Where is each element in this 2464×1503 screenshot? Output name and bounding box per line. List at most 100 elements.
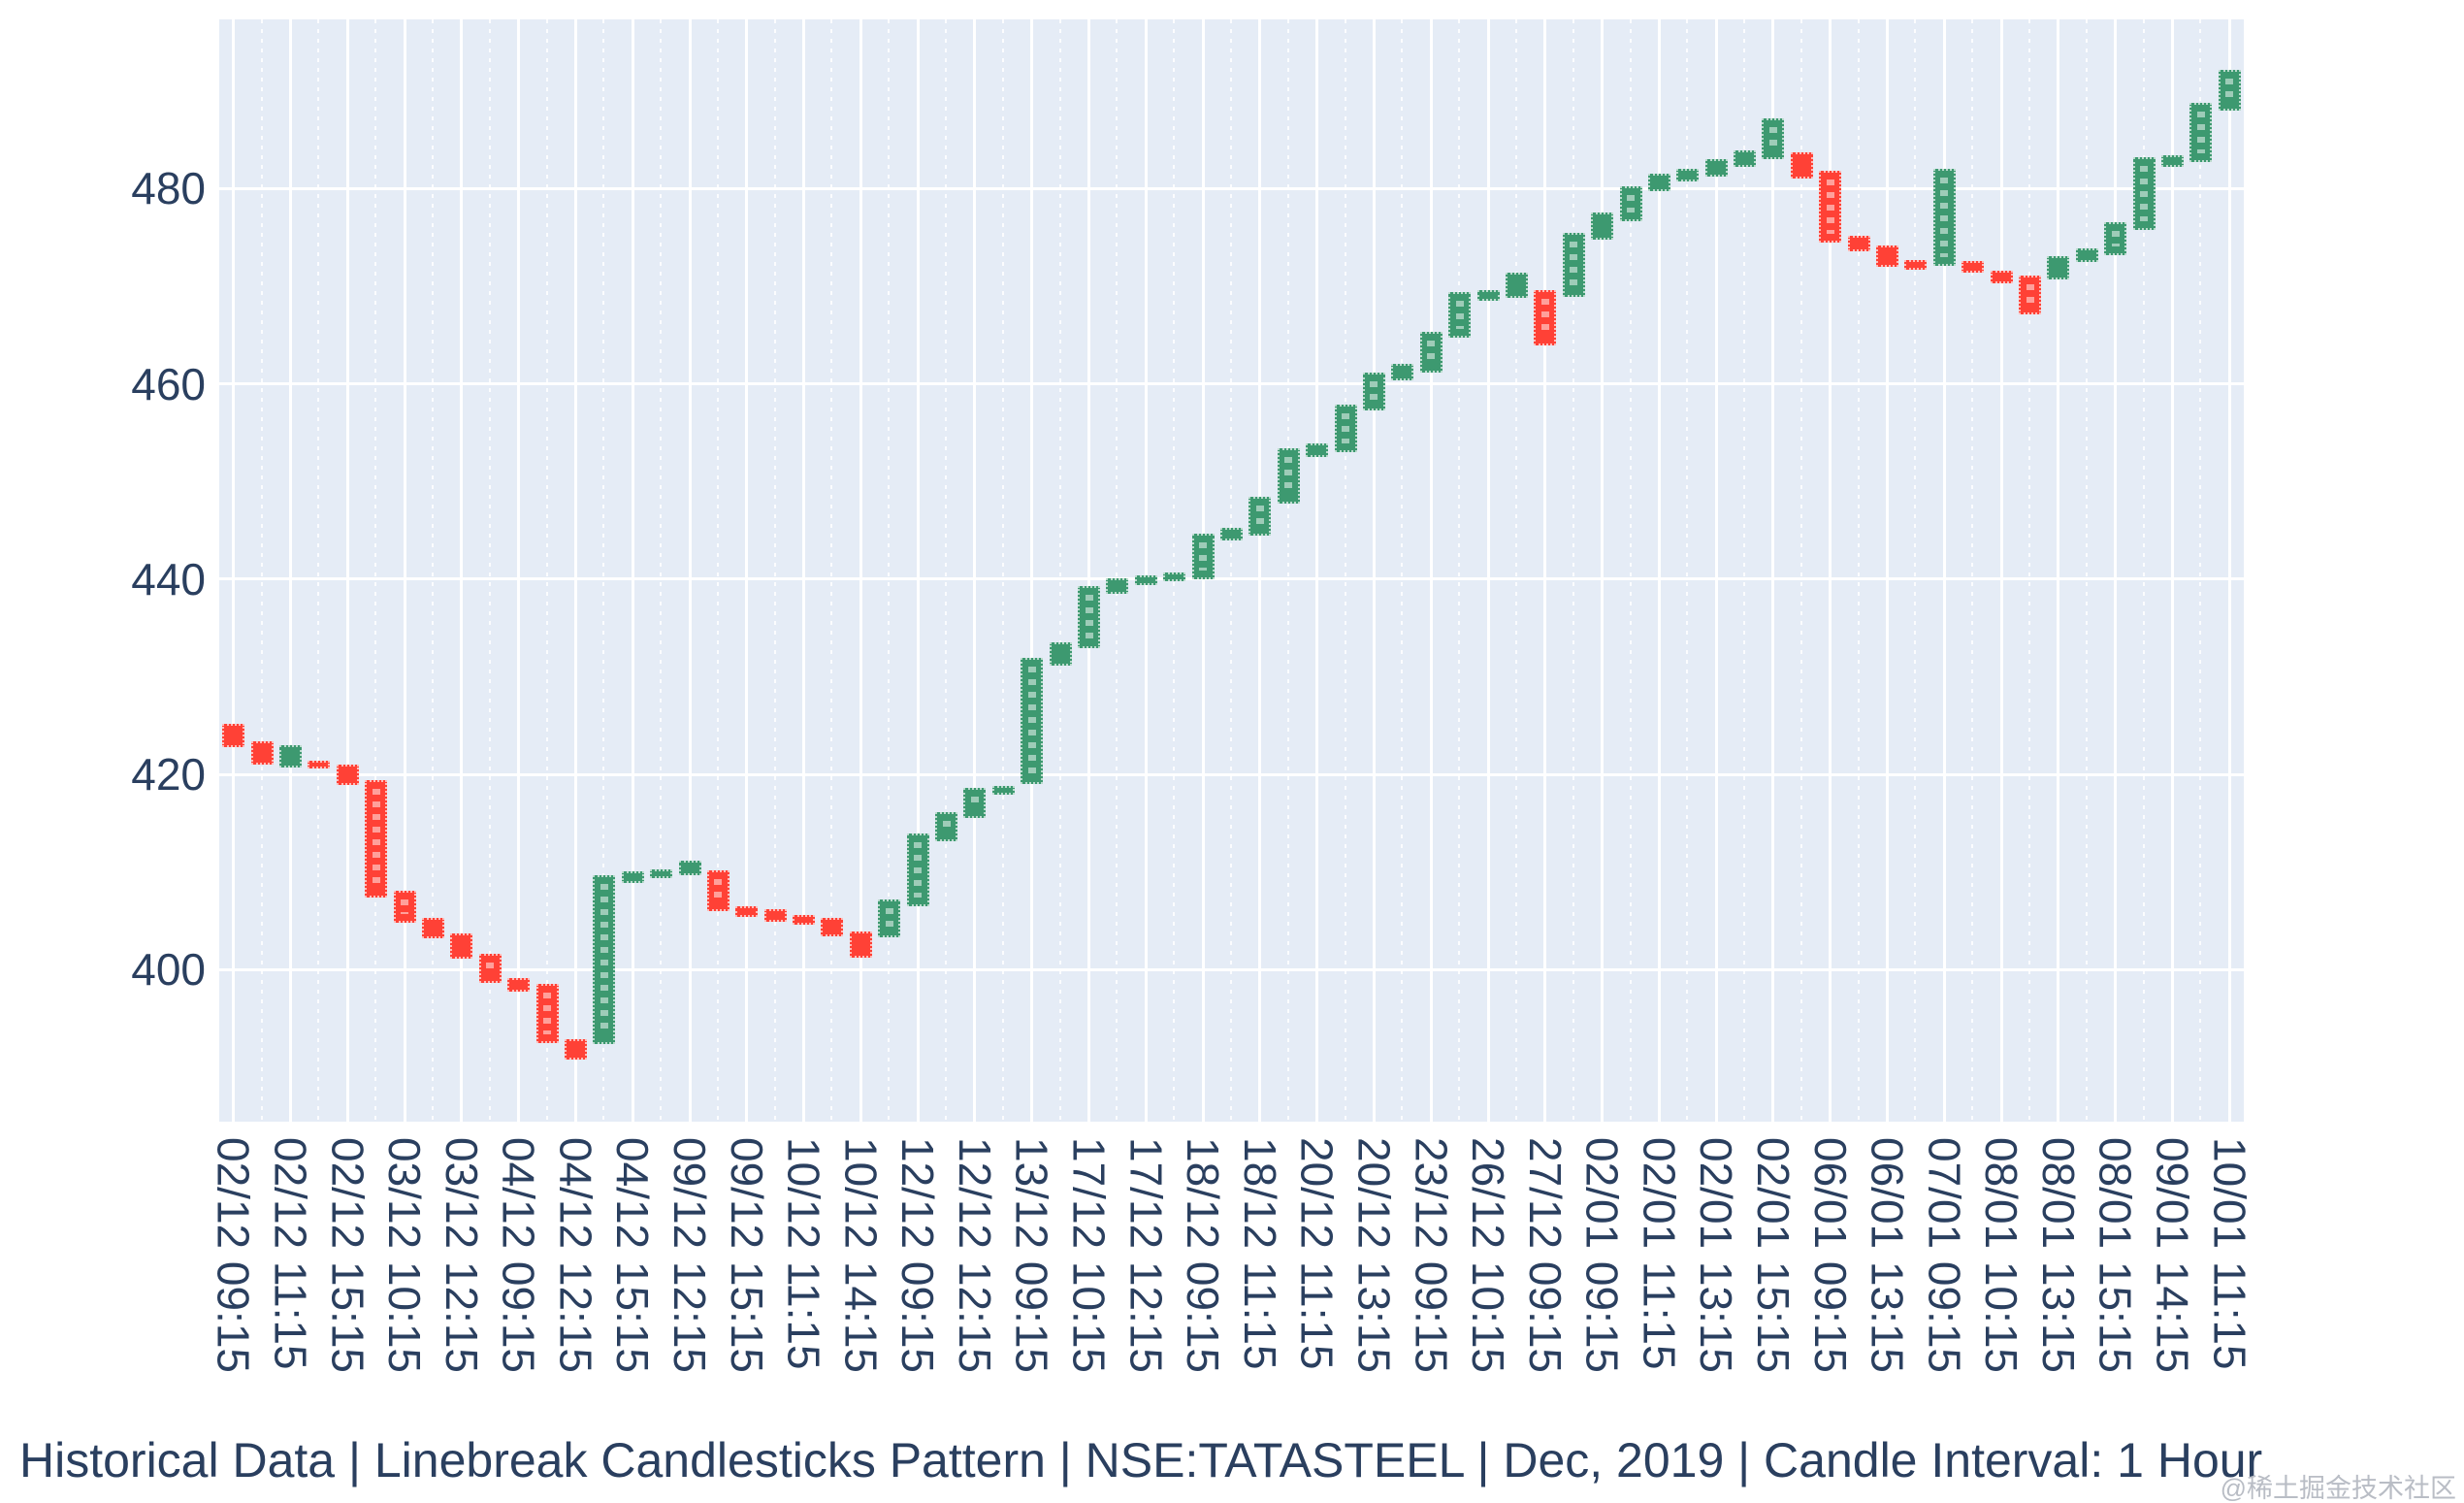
candle-up[interactable]	[2104, 221, 2127, 255]
x-grid-line-minor	[773, 19, 776, 1122]
candle-up[interactable]	[621, 870, 644, 883]
candle-up[interactable]	[1334, 404, 1357, 452]
candle-up[interactable]	[1932, 169, 1956, 266]
candle-down[interactable]	[1990, 270, 2013, 283]
chart-title: Historical Data | Linebreak Candlesticks…	[19, 1433, 2263, 1487]
candle-up[interactable]	[1448, 292, 1472, 339]
candle-down[interactable]	[222, 723, 245, 747]
candle-up[interactable]	[1591, 212, 1614, 240]
candle-down[interactable]	[1790, 152, 1813, 180]
x-grid-line-minor	[1001, 19, 1004, 1122]
x-grid-line-minor	[2142, 19, 2145, 1122]
x-tick-label: 23/12 09:15	[1406, 1137, 1457, 1374]
x-tick-label: 08/01 10:15	[1976, 1137, 2027, 1374]
candle-down[interactable]	[450, 932, 473, 960]
candle-up[interactable]	[593, 874, 616, 1044]
candle-up[interactable]	[1476, 290, 1500, 302]
y-tick-label: 460	[131, 358, 206, 409]
candle-open-close-stripe	[714, 878, 723, 902]
candle-up[interactable]	[1391, 364, 1414, 380]
candle-down[interactable]	[1961, 260, 1985, 273]
candle-up[interactable]	[1049, 642, 1072, 667]
candle-up[interactable]	[1220, 528, 1243, 540]
x-grid-line-major	[1714, 19, 1718, 1122]
candle-up[interactable]	[1676, 169, 1700, 182]
candle-down[interactable]	[1534, 290, 1557, 346]
candle-down[interactable]	[706, 869, 729, 911]
candle-up[interactable]	[2161, 155, 2184, 168]
candle-down[interactable]	[250, 740, 274, 765]
candle-up[interactable]	[1419, 332, 1443, 373]
candle-down[interactable]	[793, 914, 816, 925]
candle-up[interactable]	[878, 899, 901, 937]
x-grid-line-major	[1999, 19, 2003, 1122]
candle-up[interactable]	[906, 833, 929, 906]
candle-down[interactable]	[1876, 245, 1899, 267]
candle-down[interactable]	[535, 984, 559, 1043]
x-grid-line-major	[802, 19, 806, 1122]
candle-up[interactable]	[2075, 247, 2098, 262]
candle-up[interactable]	[2218, 69, 2241, 111]
candle-up[interactable]	[650, 868, 673, 878]
candle-up[interactable]	[1306, 442, 1329, 458]
candle-up[interactable]	[1762, 117, 1785, 160]
candle-down[interactable]	[365, 780, 388, 898]
candle-open-close-stripe	[970, 797, 979, 810]
x-grid-line-minor	[1401, 19, 1404, 1122]
candle-up[interactable]	[1647, 174, 1670, 192]
x-grid-line-major	[288, 19, 292, 1122]
candle-up[interactable]	[2047, 255, 2070, 279]
candle-down[interactable]	[336, 764, 359, 786]
candle-up[interactable]	[2189, 102, 2213, 163]
candle-up[interactable]	[1078, 585, 1101, 649]
candle-up[interactable]	[1562, 232, 1585, 298]
candle-down[interactable]	[308, 760, 331, 768]
candle-up[interactable]	[1277, 447, 1300, 505]
candle-open-close-stripe	[885, 907, 893, 929]
x-grid-line-minor	[1799, 19, 1802, 1122]
x-grid-line-minor	[1230, 19, 1232, 1122]
candle-down[interactable]	[1819, 171, 1842, 243]
x-tick-label: 09/12 12:15	[665, 1137, 715, 1374]
x-grid-line-major	[1486, 19, 1490, 1122]
candle-up[interactable]	[1191, 533, 1215, 579]
y-grid-line	[219, 772, 2244, 776]
candle-up[interactable]	[963, 788, 987, 819]
x-tick-label: 02/01 11:15	[1634, 1137, 1685, 1370]
candle-up[interactable]	[1021, 658, 1044, 785]
x-grid-line-major	[1315, 19, 1319, 1122]
candle-up[interactable]	[1619, 186, 1642, 221]
candle-up[interactable]	[1163, 572, 1186, 581]
x-tick-label: 06/01 09:15	[1804, 1137, 1856, 1374]
candle-down[interactable]	[1847, 235, 1870, 251]
x-tick-label: 04/12 15:15	[607, 1137, 659, 1374]
candle-down[interactable]	[763, 908, 787, 922]
candle-down[interactable]	[1904, 259, 1928, 270]
candle-down[interactable]	[507, 978, 531, 993]
candle-down[interactable]	[821, 917, 844, 936]
candle-up[interactable]	[935, 812, 958, 842]
x-tick-label: 27/12 09:15	[1519, 1137, 1571, 1374]
candle-up[interactable]	[1134, 574, 1157, 585]
candle-up[interactable]	[1362, 372, 1385, 410]
candle-up[interactable]	[1106, 577, 1129, 594]
candle-down[interactable]	[478, 954, 502, 984]
candle-up[interactable]	[1505, 272, 1528, 299]
x-grid-line-minor	[545, 19, 548, 1122]
candle-up[interactable]	[991, 786, 1015, 796]
candle-down[interactable]	[564, 1038, 587, 1060]
candle-up[interactable]	[278, 744, 302, 768]
x-grid-line-minor	[602, 19, 605, 1122]
candle-down[interactable]	[735, 905, 759, 917]
candle-up[interactable]	[1734, 150, 1757, 168]
candle-open-close-stripe	[942, 821, 951, 833]
candle-up[interactable]	[2132, 157, 2156, 230]
candle-down[interactable]	[2019, 275, 2042, 315]
candle-down[interactable]	[421, 917, 444, 938]
candle-up[interactable]	[1248, 497, 1272, 536]
candle-down[interactable]	[849, 931, 872, 959]
x-grid-line-major	[460, 19, 464, 1122]
candle-up[interactable]	[1704, 159, 1728, 178]
candle-down[interactable]	[393, 890, 416, 923]
candle-up[interactable]	[678, 860, 701, 875]
